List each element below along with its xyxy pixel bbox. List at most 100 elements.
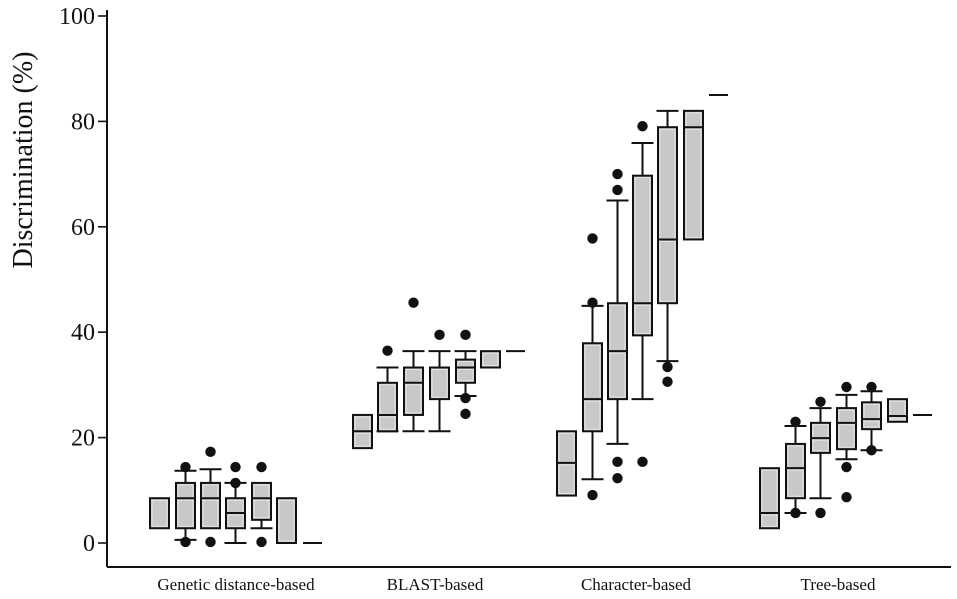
iqr-box xyxy=(276,497,297,544)
outlier-point xyxy=(460,329,471,341)
outlier-point xyxy=(408,297,419,308)
iqr-box xyxy=(861,401,882,431)
boxplot xyxy=(759,467,780,530)
box-inner-highlight xyxy=(405,369,422,414)
y-axis-title: Discrimination (%) xyxy=(8,52,39,269)
box-group xyxy=(759,381,932,530)
y-tick-label: 100 xyxy=(59,4,95,30)
outlier-point xyxy=(612,184,623,196)
box-inner-highlight xyxy=(278,499,295,542)
box-inner-highlight xyxy=(431,369,448,398)
boxplot xyxy=(149,497,170,530)
box-inner-highlight xyxy=(659,128,676,302)
boxplot xyxy=(224,461,247,544)
outlier-point xyxy=(841,461,852,473)
outlier-point xyxy=(180,536,191,548)
box-inner-highlight xyxy=(177,484,194,527)
boxplot xyxy=(656,109,679,387)
y-tick-label: 0 xyxy=(83,531,95,557)
outlier-point xyxy=(230,461,241,473)
outlier-point xyxy=(587,233,598,244)
boxplot xyxy=(860,381,883,456)
boxplot xyxy=(809,396,832,519)
x-axis-category-labels: Genetic distance-based BLAST-based Charact… xyxy=(157,575,876,594)
box-inner-highlight xyxy=(202,484,219,527)
boxplot xyxy=(606,168,629,484)
x-category-label: BLAST-based xyxy=(387,575,484,594)
box-inner-highlight xyxy=(685,112,702,238)
iqr-box xyxy=(657,126,678,305)
box-inner-highlight xyxy=(863,403,880,428)
iqr-box xyxy=(632,174,653,337)
outlier-point xyxy=(662,376,673,387)
y-tick-label: 20 xyxy=(71,426,95,452)
outlier-point xyxy=(587,489,598,501)
iqr-box xyxy=(836,407,857,451)
boxplot xyxy=(174,461,197,548)
y-tick-label: 80 xyxy=(71,109,95,135)
box-inner-highlight xyxy=(253,484,270,519)
outlier-point xyxy=(790,507,801,519)
outlier-point xyxy=(256,461,267,473)
outlier-point xyxy=(612,456,623,468)
outlier-point xyxy=(460,408,471,420)
boxplot xyxy=(784,416,807,519)
box-inner-highlight xyxy=(482,352,499,366)
boxplot xyxy=(581,233,604,501)
boxplot xyxy=(480,350,501,369)
boxplot xyxy=(352,413,373,450)
iqr-box xyxy=(683,109,704,241)
iqr-box xyxy=(175,481,196,530)
outlier-point xyxy=(637,120,648,132)
box-group xyxy=(352,297,525,450)
boxplot xyxy=(887,398,908,423)
boxplot xyxy=(199,446,222,548)
outlier-point xyxy=(790,416,801,427)
x-category-label: Tree-based xyxy=(801,575,876,594)
iqr-box xyxy=(200,481,221,530)
boxplot xyxy=(250,461,273,548)
iqr-box xyxy=(455,358,476,384)
iqr-box xyxy=(480,350,501,369)
outlier-point xyxy=(815,507,826,519)
box-inner-highlight xyxy=(889,400,906,421)
outlier-point xyxy=(866,445,877,456)
outlier-point xyxy=(815,396,826,407)
outlier-point xyxy=(382,345,393,356)
boxplot xyxy=(276,497,297,544)
iqr-box xyxy=(403,366,424,416)
outlier-point xyxy=(637,456,648,468)
outlier-point xyxy=(205,536,216,548)
outlier-point xyxy=(612,168,623,180)
outlier-point xyxy=(662,361,673,373)
boxplot xyxy=(376,345,399,433)
box-inner-highlight xyxy=(151,499,168,527)
box-group xyxy=(149,446,322,548)
outlier-point xyxy=(230,477,241,489)
y-tick-label: 60 xyxy=(71,215,95,241)
axes xyxy=(106,10,951,568)
outlier-point xyxy=(205,446,216,458)
box-inner-highlight xyxy=(838,409,855,448)
outlier-point xyxy=(434,329,445,341)
outlier-point xyxy=(180,461,191,473)
boxplot xyxy=(683,109,704,241)
iqr-box xyxy=(429,366,450,401)
box-inner-highlight xyxy=(761,469,778,527)
outlier-point xyxy=(460,392,471,404)
outlier-point xyxy=(612,472,623,484)
boxplot xyxy=(631,120,654,468)
iqr-box xyxy=(582,342,603,433)
outlier-point xyxy=(841,381,852,393)
outlier-point xyxy=(866,381,877,393)
iqr-box xyxy=(149,497,170,530)
outlier-point xyxy=(587,297,598,308)
boxplot xyxy=(454,329,477,420)
boxplot xyxy=(556,430,577,497)
boxplot xyxy=(835,381,858,503)
box-group xyxy=(556,94,728,501)
box-inner-highlight xyxy=(379,384,396,430)
box-inner-highlight xyxy=(787,445,804,497)
boxplot xyxy=(402,297,425,433)
iqr-box xyxy=(251,481,272,521)
